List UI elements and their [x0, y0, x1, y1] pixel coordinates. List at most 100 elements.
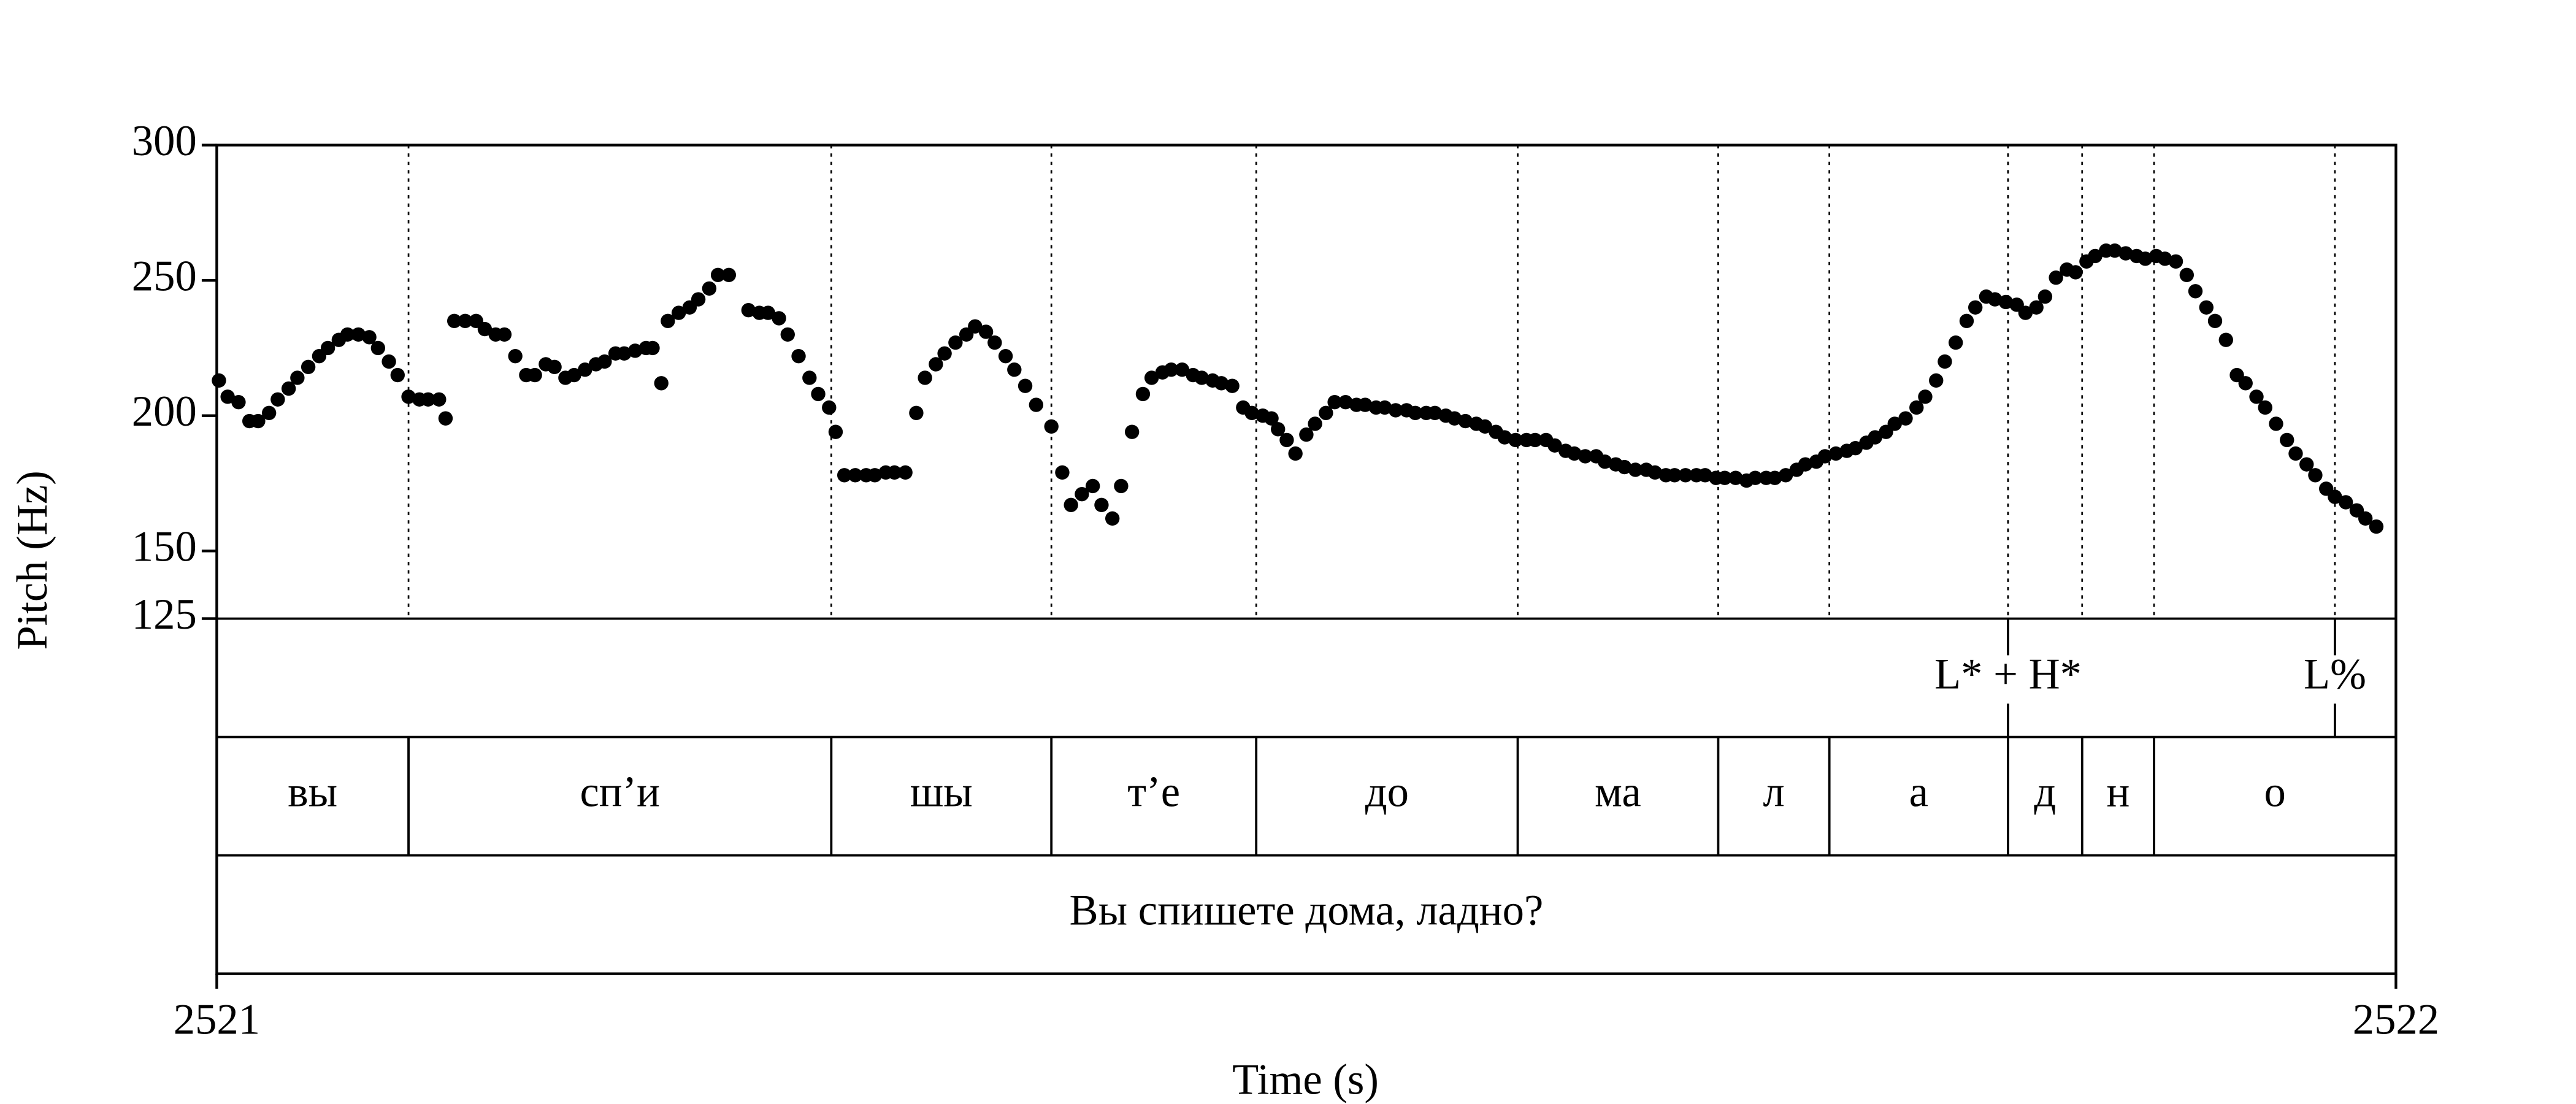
pitch-point [2299, 457, 2314, 472]
pitch-point [231, 394, 246, 410]
pitch-point [918, 370, 932, 385]
pitch-point [1887, 416, 1902, 431]
pitch-point [597, 354, 612, 369]
pitch-point [1064, 497, 1078, 513]
pitch-point [1007, 362, 1022, 377]
pitch-point [1828, 446, 1843, 461]
pitch-point [1388, 403, 1403, 418]
pitch-point [702, 281, 717, 296]
pitch-point [987, 335, 1002, 350]
y-tick-label: 300 [132, 117, 197, 165]
pitch-point [1987, 292, 2003, 307]
pitch-point [508, 348, 523, 364]
pitch-point [301, 359, 316, 375]
y-tick-label: 125 [132, 591, 197, 638]
pitch-point [2338, 495, 2353, 510]
pitch-point [438, 411, 453, 426]
pitch-point [1647, 465, 1663, 480]
x-tick-label: 2522 [2353, 995, 2439, 1043]
pitch-point [948, 335, 963, 350]
pitch-point [1018, 378, 1033, 393]
pitch-point [2288, 446, 2303, 461]
pitch-point [2168, 254, 2183, 269]
pitch-point [578, 362, 592, 377]
pitch-point [2308, 468, 2323, 483]
pitch-point [1617, 459, 1632, 475]
pitch-point [2158, 251, 2172, 266]
pitch-point [1279, 432, 1294, 448]
pitch-point [2249, 389, 2264, 404]
pitch-point [2179, 267, 2195, 283]
plot-frame [215, 144, 2398, 975]
pitch-point [1163, 362, 1179, 377]
pitch-point [1378, 400, 1392, 415]
pitch-point [2029, 300, 2044, 315]
pitch-point [1478, 419, 1492, 434]
pitch-point [772, 311, 786, 326]
interval-label: а [1909, 768, 1928, 816]
pitch-point [627, 343, 643, 358]
pitch-point [1848, 440, 1863, 456]
pitch-point [1898, 411, 1913, 426]
pitch-point [1408, 405, 1423, 421]
pitch-point [617, 346, 632, 361]
pitch-point [1086, 478, 1100, 494]
pitch-point [251, 413, 266, 429]
pitch-point [1055, 465, 1070, 480]
pitch-point [671, 305, 686, 320]
pitch-point [780, 327, 795, 342]
pitch-point [1678, 468, 1693, 483]
pitch-point [1044, 419, 1059, 434]
pitch-point [867, 468, 883, 483]
pitch-point [1244, 405, 1259, 421]
pitch-point [458, 313, 473, 329]
pitch-point [1798, 457, 1813, 472]
interval-label: н [2106, 768, 2129, 816]
x-axis-label: Time (s) [1232, 1056, 1379, 1103]
pitch-point [909, 405, 924, 421]
pitch-point [791, 348, 806, 364]
pitch-point [2199, 300, 2214, 315]
pitch-point [1308, 416, 1322, 431]
pitch-point [929, 357, 943, 372]
pitch-point [828, 424, 843, 439]
pitch-point [447, 313, 462, 329]
pitch-point [1114, 478, 1129, 494]
pitch-point [1094, 497, 1109, 513]
pitch-point [998, 348, 1013, 364]
pitch-point [1338, 394, 1353, 410]
interval-label: вы [288, 768, 337, 816]
pitch-point [691, 292, 706, 307]
pitch-point [811, 386, 826, 402]
pitch-point [1271, 422, 1286, 437]
pitch-point [1909, 400, 1924, 415]
pitch-point [978, 324, 994, 339]
pitch-point [1868, 430, 1882, 445]
pitch-point [1135, 386, 1151, 402]
pitch-point [1768, 470, 1782, 485]
pitch-point [390, 367, 405, 383]
pitch-point [721, 267, 737, 283]
pitch-point [1288, 446, 1303, 461]
pitch-point [1597, 454, 1612, 469]
pitch-point [968, 319, 983, 334]
tone-label: L* + H* [1934, 651, 2082, 699]
pitch-point [1717, 470, 1732, 485]
pitch-point [1327, 394, 1342, 410]
pitch-point [1194, 370, 1209, 385]
pitch-point [1748, 470, 1763, 485]
pitch-point [1567, 446, 1582, 461]
pitch-point [837, 468, 852, 483]
y-tick-label: 200 [132, 388, 197, 435]
pitch-point [1458, 413, 1473, 429]
pitch-point [340, 327, 355, 342]
pitch-point [1628, 462, 1643, 477]
pitch-point [710, 267, 726, 283]
pitch-point [1528, 432, 1543, 448]
pitch-point [741, 302, 756, 318]
pitch-point [547, 359, 562, 375]
pitch-point [1175, 362, 1190, 377]
pitch-point [1124, 424, 1140, 439]
